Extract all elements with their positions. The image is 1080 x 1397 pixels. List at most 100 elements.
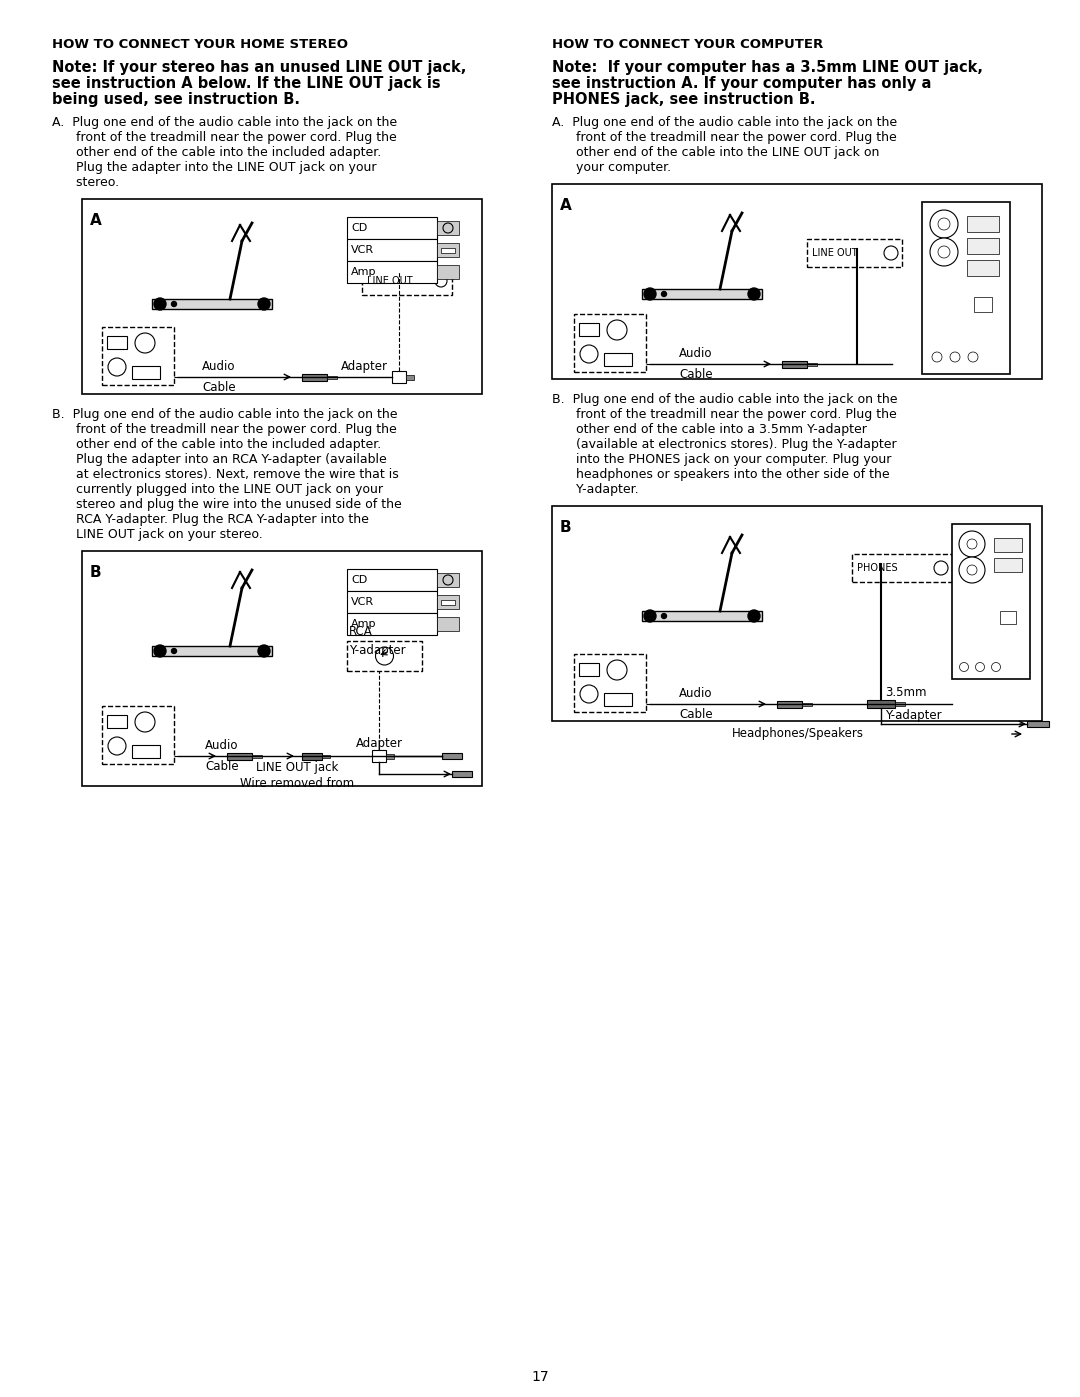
- Text: headphones or speakers into the other side of the: headphones or speakers into the other si…: [552, 468, 890, 481]
- Bar: [642, 289, 762, 299]
- Text: Cable: Cable: [679, 708, 713, 721]
- Text: other end of the cable into the included adapter.: other end of the cable into the included…: [52, 147, 381, 159]
- Text: HOW TO CONNECT YOUR COMPUTER: HOW TO CONNECT YOUR COMPUTER: [552, 38, 823, 52]
- Circle shape: [172, 302, 176, 306]
- Text: VCR: VCR: [351, 244, 374, 256]
- Bar: [895, 703, 905, 705]
- Bar: [347, 613, 437, 636]
- Text: B.  Plug one end of the audio cable into the jack on the: B. Plug one end of the audio cable into …: [52, 408, 397, 420]
- Text: Amp: Amp: [351, 267, 377, 277]
- Circle shape: [959, 662, 969, 672]
- Text: PHONES jack, see instruction B.: PHONES jack, see instruction B.: [552, 92, 815, 108]
- Circle shape: [135, 712, 156, 732]
- Bar: [102, 705, 174, 764]
- Bar: [441, 599, 455, 605]
- Text: your computer.: your computer.: [552, 161, 671, 175]
- Circle shape: [885, 246, 897, 260]
- Bar: [442, 753, 462, 759]
- Text: B: B: [90, 564, 102, 580]
- Circle shape: [172, 648, 176, 654]
- Text: into the PHONES jack on your computer. Plug your: into the PHONES jack on your computer. P…: [552, 453, 891, 467]
- Circle shape: [108, 738, 126, 754]
- Circle shape: [580, 685, 598, 703]
- Text: VCR: VCR: [351, 597, 374, 608]
- Circle shape: [644, 288, 656, 300]
- Bar: [807, 239, 902, 267]
- Text: Note: If your stereo has an unused LINE OUT jack,: Note: If your stereo has an unused LINE …: [52, 60, 467, 75]
- Text: A.  Plug one end of the audio cable into the jack on the: A. Plug one end of the audio cable into …: [52, 116, 397, 129]
- Text: Audio: Audio: [205, 739, 239, 752]
- Text: LINE OUT: LINE OUT: [812, 249, 858, 258]
- Bar: [573, 314, 646, 372]
- Bar: [604, 353, 632, 366]
- Bar: [1000, 610, 1016, 624]
- Bar: [852, 555, 951, 583]
- Bar: [347, 261, 437, 284]
- Text: RCA Y-adapter. Plug the RCA Y-adapter into the: RCA Y-adapter. Plug the RCA Y-adapter in…: [52, 513, 369, 527]
- Circle shape: [967, 539, 977, 549]
- Text: Audio: Audio: [679, 346, 713, 360]
- Text: LINE OUT jack: LINE OUT jack: [256, 761, 338, 774]
- Text: Headphones/Speakers: Headphones/Speakers: [732, 726, 864, 740]
- Circle shape: [661, 613, 666, 619]
- Text: see instruction A below. If the LINE OUT jack is: see instruction A below. If the LINE OUT…: [52, 75, 441, 91]
- Circle shape: [748, 610, 760, 622]
- Text: Adapter: Adapter: [355, 738, 403, 750]
- Text: stereo and plug the wire into the unused side of the: stereo and plug the wire into the unused…: [52, 497, 402, 511]
- Text: Plug the adapter into the LINE OUT jack on your: Plug the adapter into the LINE OUT jack …: [52, 161, 377, 175]
- Text: 3.5mm: 3.5mm: [885, 686, 927, 698]
- Text: other end of the cable into a 3.5mm Y-adapter: other end of the cable into a 3.5mm Y-ad…: [552, 423, 867, 436]
- Bar: [994, 538, 1022, 552]
- Circle shape: [607, 320, 627, 339]
- Bar: [252, 754, 262, 757]
- Bar: [82, 198, 482, 394]
- Bar: [967, 217, 999, 232]
- Bar: [441, 247, 455, 253]
- Bar: [347, 591, 437, 613]
- Circle shape: [661, 292, 666, 296]
- Circle shape: [939, 246, 950, 258]
- Circle shape: [644, 610, 656, 622]
- Circle shape: [991, 662, 1000, 672]
- Bar: [437, 573, 459, 587]
- Text: A: A: [561, 198, 571, 212]
- Text: front of the treadmill near the power cord. Plug the: front of the treadmill near the power co…: [52, 423, 396, 436]
- Bar: [82, 550, 482, 787]
- Bar: [322, 754, 330, 757]
- Circle shape: [959, 531, 985, 557]
- Circle shape: [930, 237, 958, 265]
- Bar: [302, 373, 327, 380]
- Circle shape: [748, 288, 760, 300]
- Bar: [782, 360, 807, 367]
- Text: Wire removed from: Wire removed from: [240, 777, 354, 789]
- Bar: [967, 237, 999, 254]
- Text: other end of the cable into the LINE OUT jack on: other end of the cable into the LINE OUT…: [552, 147, 879, 159]
- Bar: [102, 327, 174, 386]
- Text: Plug the adapter into an RCA Y-adapter (available: Plug the adapter into an RCA Y-adapter (…: [52, 453, 387, 467]
- Text: A.  Plug one end of the audio cable into the jack on the: A. Plug one end of the audio cable into …: [552, 116, 897, 129]
- Text: other end of the cable into the included adapter.: other end of the cable into the included…: [52, 439, 381, 451]
- Text: Note:  If your computer has a 3.5mm LINE OUT jack,: Note: If your computer has a 3.5mm LINE …: [552, 60, 983, 75]
- Circle shape: [967, 564, 977, 576]
- Text: (available at electronics stores). Plug the Y-adapter: (available at electronics stores). Plug …: [552, 439, 896, 451]
- Text: Y-adapter: Y-adapter: [349, 644, 406, 657]
- Bar: [867, 700, 895, 708]
- Text: front of the treadmill near the power cord. Plug the: front of the treadmill near the power co…: [552, 131, 896, 144]
- Bar: [437, 617, 459, 631]
- Bar: [967, 260, 999, 277]
- Text: PHONES: PHONES: [858, 563, 897, 573]
- Bar: [974, 298, 993, 312]
- Text: LINE OUT jack on your stereo.: LINE OUT jack on your stereo.: [52, 528, 262, 541]
- Bar: [777, 700, 802, 707]
- Bar: [372, 750, 386, 761]
- Bar: [807, 362, 816, 366]
- Circle shape: [435, 275, 447, 286]
- Bar: [347, 239, 437, 261]
- Bar: [107, 715, 127, 728]
- Text: currently plugged into the LINE OUT jack on your: currently plugged into the LINE OUT jack…: [52, 483, 383, 496]
- Bar: [922, 203, 1010, 374]
- Text: B: B: [561, 520, 571, 535]
- Circle shape: [258, 298, 270, 310]
- Circle shape: [968, 352, 978, 362]
- Text: Cable: Cable: [202, 381, 235, 394]
